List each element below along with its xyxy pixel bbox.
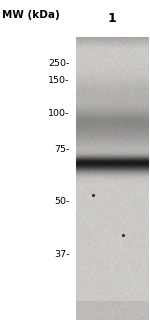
Text: 150-: 150- (48, 76, 70, 85)
Text: 100-: 100- (48, 109, 70, 118)
Text: 75-: 75- (54, 145, 70, 154)
Text: 250-: 250- (48, 59, 70, 69)
Text: 50-: 50- (54, 197, 70, 206)
Text: 1: 1 (107, 11, 116, 25)
Text: MW (kDa): MW (kDa) (2, 10, 59, 20)
Text: 37-: 37- (54, 250, 70, 259)
